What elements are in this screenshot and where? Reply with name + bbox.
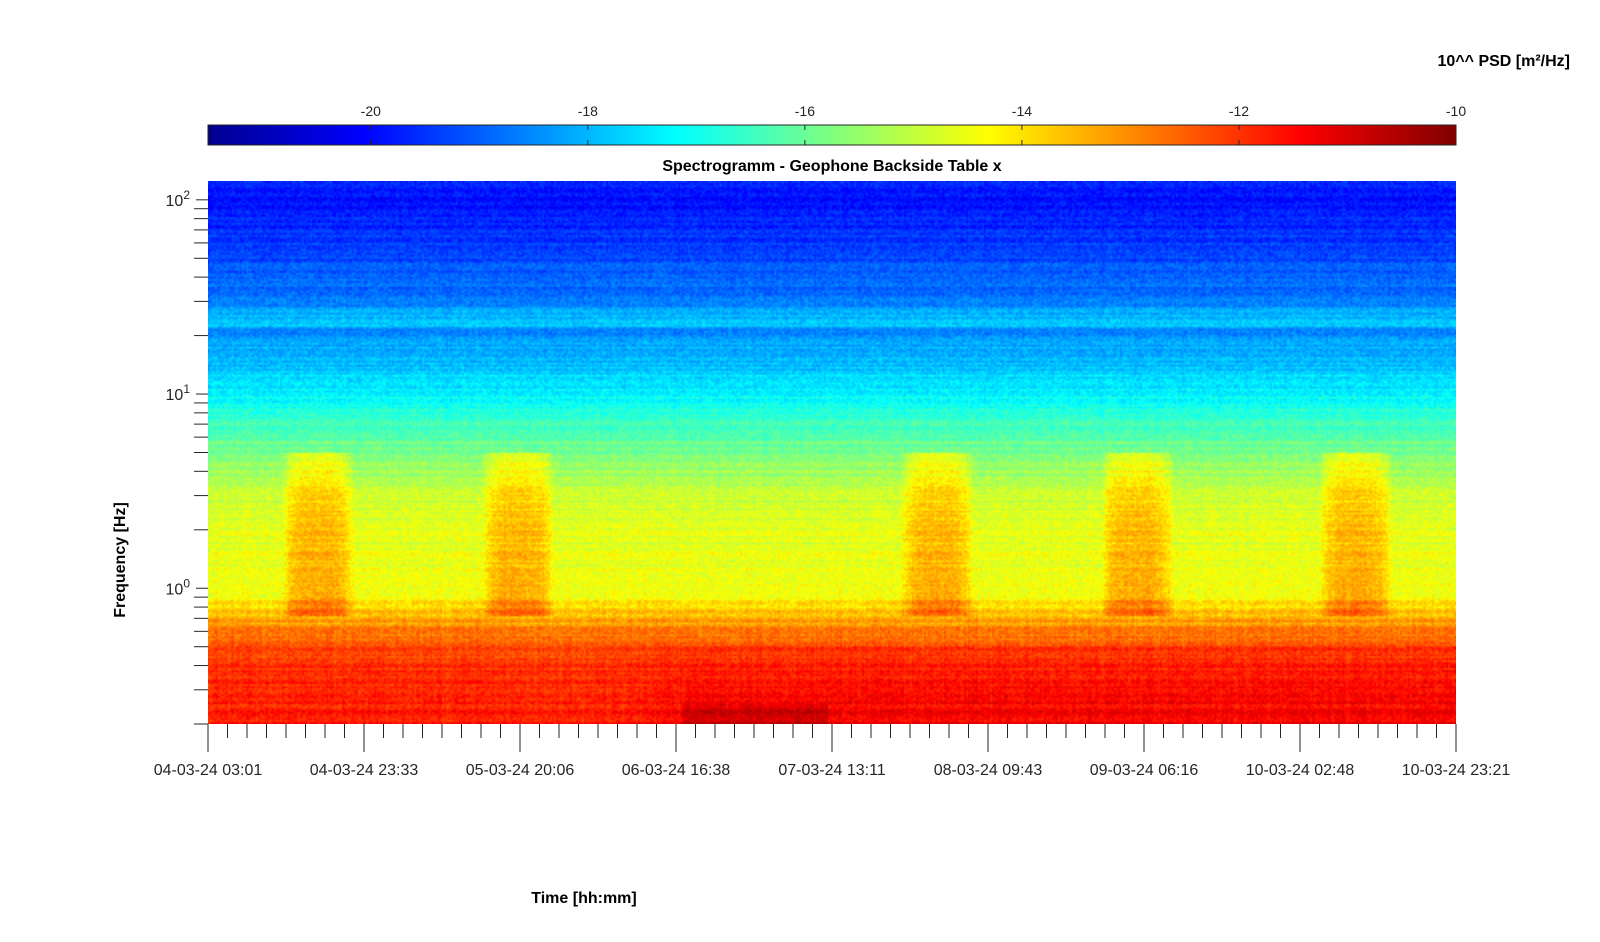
x-tick-label: 04-03-24 03:01 xyxy=(154,762,263,779)
x-tick-label: 05-03-24 20:06 xyxy=(466,762,575,779)
y-axis-label: Frequency [Hz] xyxy=(112,502,129,618)
x-tick-label: 06-03-24 16:38 xyxy=(622,762,731,779)
colorbar-label: 10^^ PSD [m²/Hz] xyxy=(1438,53,1570,70)
x-tick-label: 04-03-24 23:33 xyxy=(310,762,419,779)
x-tick-label: 09-03-24 06:16 xyxy=(1090,762,1199,779)
x-tick-label: 10-03-24 02:48 xyxy=(1246,762,1355,779)
x-tick-label: 07-03-24 13:11 xyxy=(778,762,885,779)
spectrogram-heatmap xyxy=(208,181,1456,724)
x-axis: 04-03-24 03:01 04-03-24 23:33 05-03-24 20:… xyxy=(154,724,1511,779)
y-tick-label: 100 xyxy=(166,576,191,598)
x-tick-label: 10-03-24 23:21 xyxy=(1402,762,1511,779)
colorbar-gradient xyxy=(207,124,1457,146)
colorbar-tick-label: -20 xyxy=(361,103,381,119)
y-axis: 100 101 102 xyxy=(166,188,208,725)
colorbar-tick-label: -18 xyxy=(578,103,598,119)
colorbar-tick-label: -10 xyxy=(1446,103,1466,119)
colorbar-tick-label: -16 xyxy=(795,103,815,119)
x-tick-label: 08-03-24 09:43 xyxy=(934,762,1043,779)
colorbar: 10^^ PSD [m²/Hz] -20 -18 -16 -14 -12 -10 xyxy=(207,53,1570,146)
colorbar-tick-label: -14 xyxy=(1012,103,1032,119)
x-axis-label: Time [hh:mm] xyxy=(531,890,636,907)
plot-area: 100 101 102 04-03-24 03:01 04-03-24 23:33 05… xyxy=(154,181,1511,779)
y-tick-label: 102 xyxy=(166,188,191,210)
chart-title: Spectrogramm - Geophone Backside Table x xyxy=(662,158,1001,175)
colorbar-ticks: -20 -18 -16 -14 -12 -10 xyxy=(361,103,1466,145)
colorbar-tick-label: -12 xyxy=(1229,103,1249,119)
y-tick-label: 101 xyxy=(166,382,191,404)
